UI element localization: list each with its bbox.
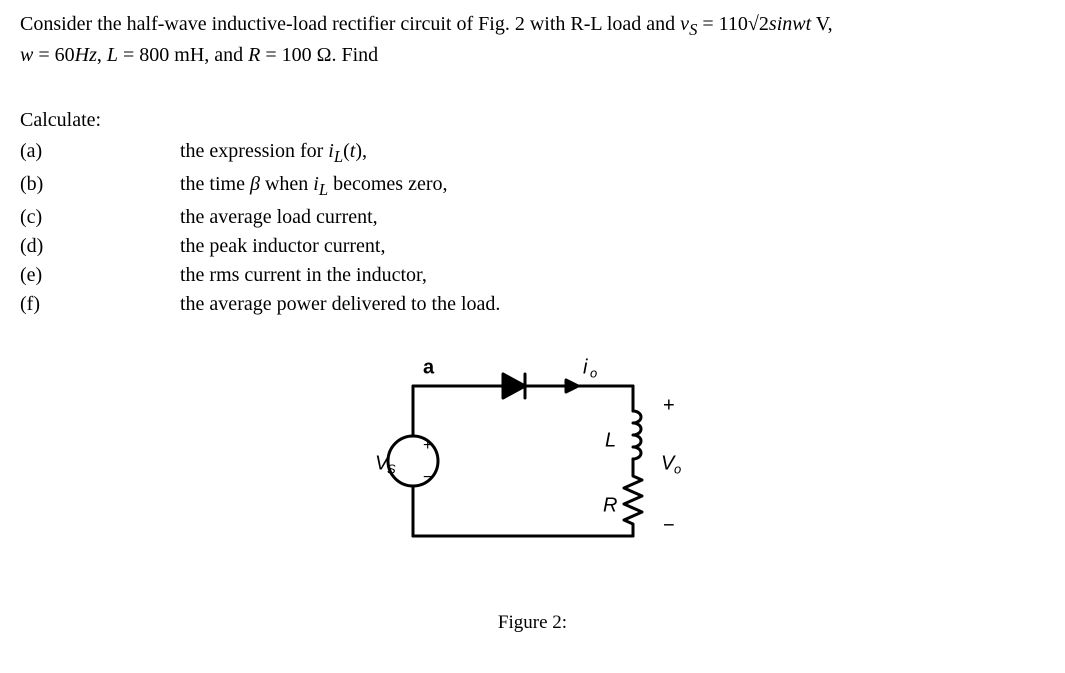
item-text-e: the rms current in the inductor, <box>180 264 1045 287</box>
figure-wrap: a+−VSioLR+Vo− Figure 2: <box>20 346 1045 634</box>
item-label-e: (e) <box>20 264 180 287</box>
svg-text:−: − <box>423 470 432 487</box>
svg-text:o: o <box>674 462 681 477</box>
svg-text:a: a <box>423 357 435 379</box>
figure-caption: Figure 2: <box>20 612 1045 634</box>
problem-intro: Consider the half-wave inductive-load re… <box>20 10 1045 69</box>
item-label-b: (b) <box>20 173 180 200</box>
svg-text:S: S <box>387 462 396 477</box>
calculate-heading: Calculate: <box>20 109 1045 132</box>
svg-text:+: + <box>663 395 675 417</box>
item-text-f: the average power delivered to the load. <box>180 293 1045 316</box>
item-text-b: the time β when iL becomes zero, <box>180 173 1045 200</box>
svg-text:R: R <box>603 495 617 517</box>
item-text-c: the average load current, <box>180 206 1045 229</box>
item-label-f: (f) <box>20 293 180 316</box>
intro-line-2: w = 60Hz, L = 800 mH, and R = 100 Ω. Fin… <box>20 44 378 66</box>
svg-text:−: − <box>663 515 675 537</box>
circuit-diagram: a+−VSioLR+Vo− <box>353 346 713 566</box>
svg-text:o: o <box>590 366 597 381</box>
intro-line-1: Consider the half-wave inductive-load re… <box>20 13 833 35</box>
item-label-d: (d) <box>20 235 180 258</box>
svg-text:+: + <box>423 438 432 455</box>
svg-text:L: L <box>605 430 616 452</box>
calculate-list: (a) the expression for iL(t), (b) the ti… <box>20 140 1045 316</box>
svg-text:i: i <box>583 357 588 379</box>
item-text-a: the expression for iL(t), <box>180 140 1045 167</box>
item-label-a: (a) <box>20 140 180 167</box>
item-label-c: (c) <box>20 206 180 229</box>
item-text-d: the peak inductor current, <box>180 235 1045 258</box>
